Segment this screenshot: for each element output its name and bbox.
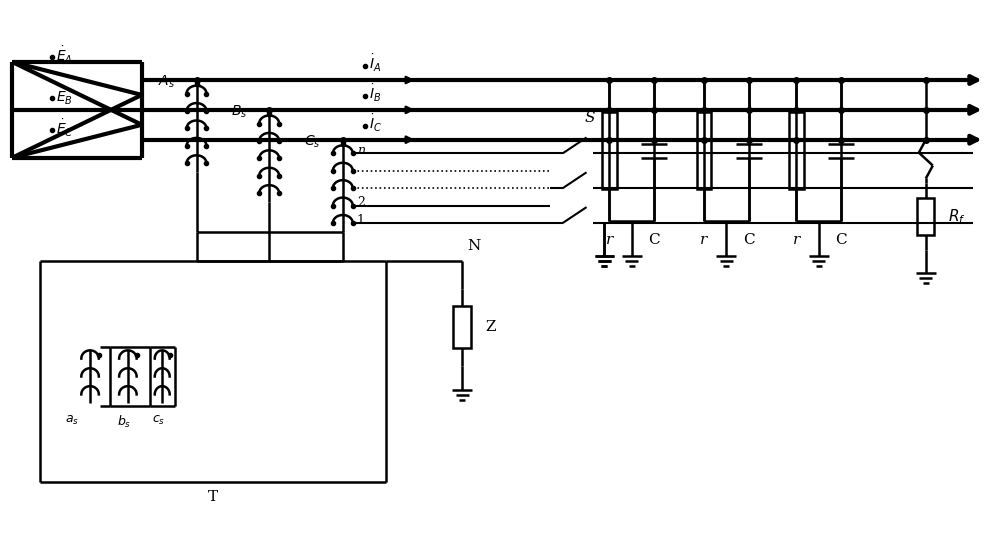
Text: $\dot{E}_C$: $\dot{E}_C$	[56, 117, 74, 139]
Text: Z: Z	[485, 320, 496, 334]
Text: C: C	[835, 233, 847, 247]
Text: $c_s$: $c_s$	[152, 414, 165, 428]
Text: r: r	[606, 233, 613, 247]
Text: $\dot{I}_C$: $\dot{I}_C$	[369, 112, 382, 134]
Bar	[602, 112, 617, 190]
Text: n: n	[357, 144, 365, 157]
Text: $A_s$: $A_s$	[158, 74, 175, 90]
Text: T: T	[208, 490, 218, 504]
Text: $B_s$: $B_s$	[231, 104, 247, 120]
Text: $R_f$: $R_f$	[948, 207, 965, 226]
Text: $\dot{I}_B$: $\dot{I}_B$	[369, 83, 381, 104]
Text: C: C	[743, 233, 755, 247]
Bar	[453, 306, 471, 348]
Text: S: S	[584, 111, 595, 125]
Text: $b_s$: $b_s$	[117, 414, 131, 430]
Text: N: N	[467, 239, 480, 253]
Bar	[697, 112, 711, 190]
Text: $\dot{E}_B$: $\dot{E}_B$	[56, 86, 73, 107]
Text: $\dot{E}_A$: $\dot{E}_A$	[56, 45, 73, 66]
Bar	[789, 112, 804, 190]
Text: $\dot{I}_A$: $\dot{I}_A$	[369, 53, 381, 74]
Text: r: r	[700, 233, 708, 247]
Text: $a_s$: $a_s$	[65, 414, 79, 428]
Text: C: C	[648, 233, 660, 247]
Text: 1: 1	[357, 214, 365, 226]
Text: 2: 2	[357, 196, 365, 209]
Text: $C_s$: $C_s$	[304, 133, 321, 150]
Bar	[917, 198, 934, 235]
Text: r: r	[793, 233, 800, 247]
